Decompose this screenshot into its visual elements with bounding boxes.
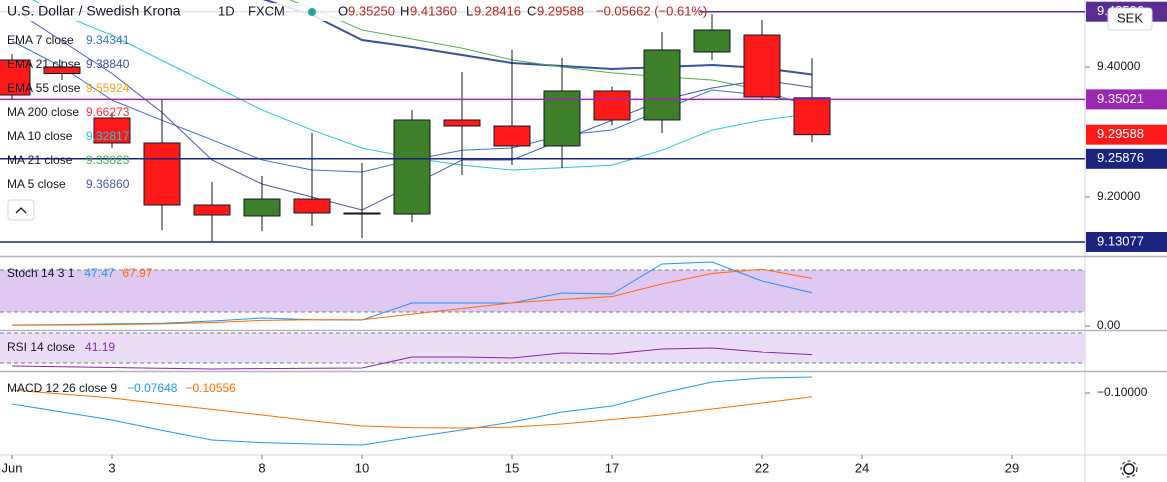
legend-name: MA 200 close (7, 105, 79, 119)
currency[interactable]: SEK (1117, 10, 1143, 25)
interval: 1D (218, 3, 235, 18)
ohlc-label: O (338, 3, 348, 18)
legend-value: 9.36860 (86, 177, 130, 191)
price-label: 9.25876 (1097, 150, 1144, 165)
candle-body (493, 125, 531, 147)
collapse-icon[interactable] (15, 207, 27, 214)
indicator-title: RSI 14 close (7, 340, 75, 354)
price-label: 9.35021 (1097, 91, 1144, 106)
candle-body (193, 204, 231, 216)
legend-name: MA 10 close (7, 129, 73, 143)
candle-body (243, 198, 281, 217)
candle-body (643, 49, 681, 121)
legend-name: MA 21 close (7, 153, 73, 167)
legend-name: MA 5 close (7, 177, 66, 191)
overlay: U.S. Dollar / Swedish Krona 1D FXCM O 9.… (0, 3, 1153, 478)
price-label-bg (1086, 232, 1167, 253)
indicator-title: Stoch 14 3 1 (7, 266, 75, 280)
x-tick-label: 17 (605, 460, 619, 475)
price-label-bg (1086, 148, 1167, 169)
source: FXCM (248, 3, 285, 18)
y-tick-label: 9.20000 (1097, 189, 1141, 203)
pane (0, 332, 1085, 370)
pane (11, 376, 813, 446)
candle-body (293, 198, 331, 214)
legend-value: 9.34341 (86, 33, 130, 47)
indicator-line (11, 261, 813, 326)
indicator-line (11, 347, 813, 370)
band (0, 332, 1085, 363)
candle-body (143, 142, 181, 206)
indicator-value: 47.47 (84, 266, 114, 280)
indicator-line (11, 268, 813, 326)
ohlc-label: H (400, 3, 409, 18)
legend-value: 9.33823 (86, 153, 130, 167)
candle-body (393, 119, 431, 215)
legend-name: EMA 21 close (7, 57, 81, 71)
indicator-line (11, 376, 813, 446)
x-tick-label: Jun (2, 460, 23, 475)
symbol-title: U.S. Dollar / Swedish Krona (7, 3, 181, 19)
collapse-button[interactable] (7, 199, 35, 221)
band (0, 269, 1085, 312)
legend-value: 9.66273 (86, 105, 130, 119)
price-label-bg (1086, 124, 1167, 145)
indicator-line (11, 389, 813, 429)
y-tick-label: −0.10000 (1097, 385, 1148, 399)
candle-body (693, 29, 731, 53)
candle-body (593, 90, 631, 121)
header-bg (0, 3, 700, 21)
candle-body (93, 117, 131, 144)
legend-value: 9.55924 (86, 81, 130, 95)
indicator-value: 41.19 (85, 340, 115, 354)
legend-name: EMA 55 close (7, 81, 81, 95)
legend-value: 9.38840 (86, 57, 130, 71)
ohlc-label: L (466, 3, 473, 18)
candle-body (543, 90, 581, 147)
status-dot (308, 8, 316, 16)
price-label-bg (1086, 89, 1167, 110)
settings-icon[interactable] (1123, 463, 1135, 475)
candle-body (443, 119, 481, 127)
price-label: 9.29588 (1097, 126, 1144, 141)
indicator-value: −0.07648 (127, 381, 178, 395)
legend-name: EMA 7 close (7, 33, 74, 47)
candle-body (793, 97, 831, 136)
candle-body (343, 212, 381, 215)
ohlc-value: 9.41360 (410, 3, 457, 18)
price-label: 9.13077 (1097, 233, 1144, 248)
change: −0.05662 (−0.61%) (596, 3, 707, 18)
x-tick-label: 15 (505, 460, 519, 475)
indicator-value: −0.10556 (185, 381, 236, 395)
indicator-value: 67.97 (122, 266, 152, 280)
indicator-title: MACD 12 26 close 9 (7, 381, 117, 395)
ohlc-value: 9.28416 (474, 3, 521, 18)
y-tick-label: 9.40000 (1097, 59, 1141, 73)
ohlc-value: 9.35250 (348, 3, 395, 18)
x-tick-label: 29 (1005, 460, 1019, 475)
legend-value: 9.32817 (86, 129, 130, 143)
y-tick-label: 0.00 (1097, 318, 1121, 332)
settings-icon[interactable] (1120, 460, 1138, 478)
candle-body (43, 66, 81, 75)
pane (0, 261, 1085, 326)
x-tick-label: 3 (108, 460, 115, 475)
x-tick-label: 24 (855, 460, 869, 475)
candle-body (0, 59, 31, 96)
x-tick-label: 10 (355, 460, 369, 475)
x-tick-label: 22 (755, 460, 769, 475)
x-tick-label: 8 (258, 460, 265, 475)
currency-box[interactable] (1107, 7, 1153, 31)
candle-body (743, 34, 781, 98)
ohlc-label: C (527, 3, 536, 18)
ohlc-value: 9.29588 (537, 3, 584, 18)
